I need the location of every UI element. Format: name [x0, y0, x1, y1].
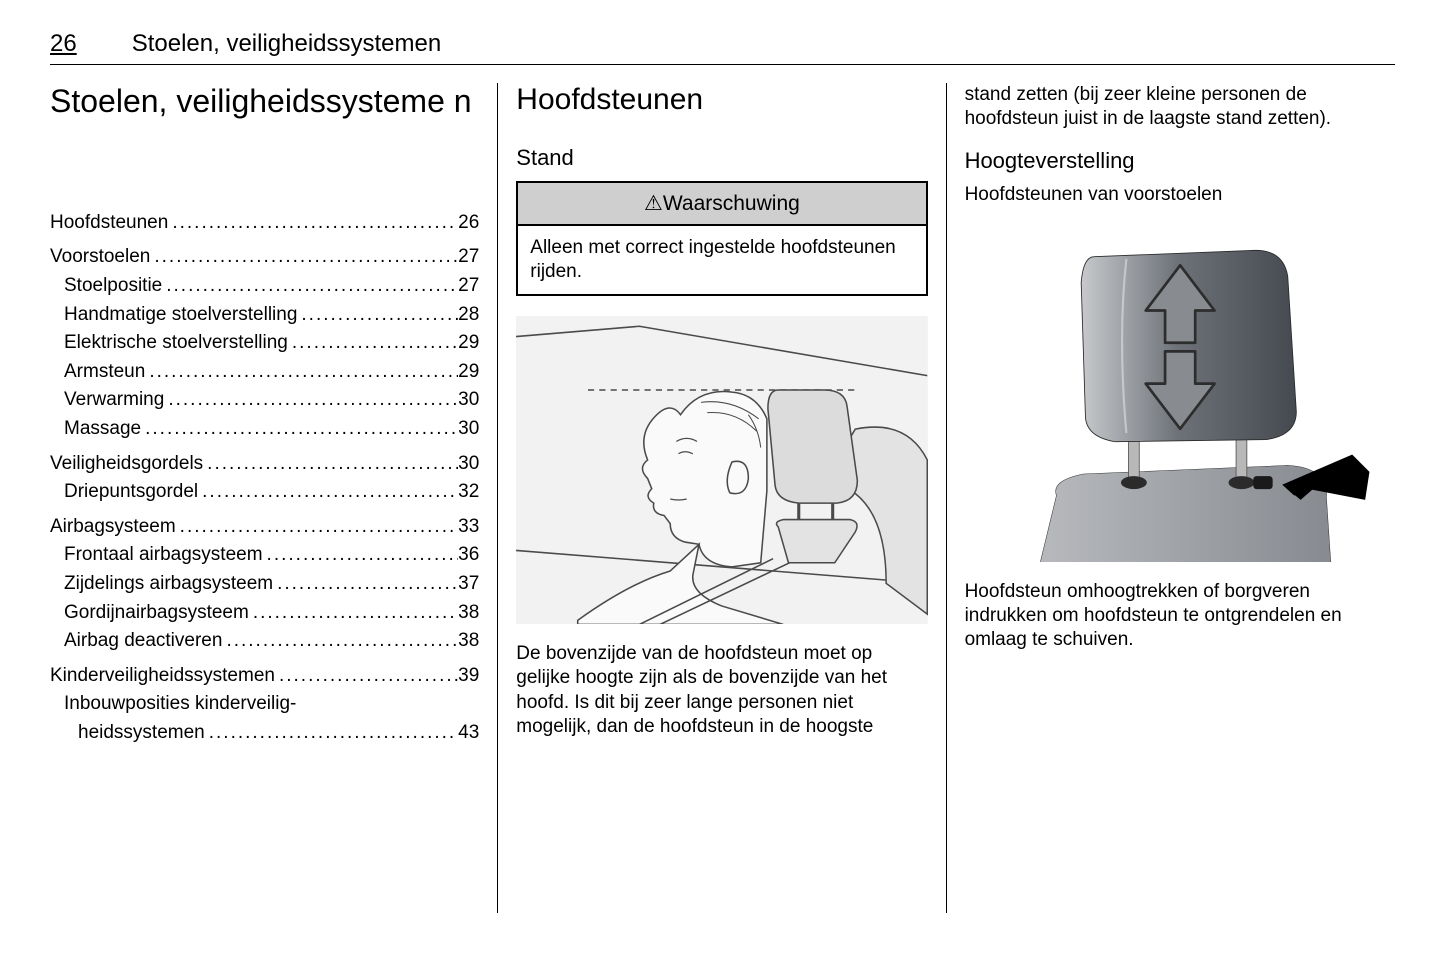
toc-page: 36 [458, 542, 479, 569]
page-header: 26 Stoelen, veiligheidssystemen [50, 30, 1395, 65]
toc-label: Airbagsysteem [50, 514, 176, 541]
toc-item: Frontaal airbagsysteem..................… [50, 542, 479, 569]
toc-dots: ........................................… [168, 210, 458, 237]
content-columns: Stoelen, veiligheidssysteme n Hoofdsteun… [50, 83, 1395, 913]
toc-dots: ........................................… [162, 273, 458, 300]
toc-dots: ........................................… [275, 663, 458, 690]
toc-dots: ........................................… [249, 600, 458, 627]
warning-icon: ⚠ [644, 192, 663, 215]
column-3: stand zetten (bij zeer kleine personen d… [947, 83, 1395, 913]
toc-item: Driepuntsgordel.........................… [50, 479, 479, 506]
toc-label: Airbag deactiveren [64, 628, 222, 655]
warning-body: Alleen met correct ingestelde hoofdsteun… [518, 226, 925, 294]
toc-page: 43 [458, 720, 479, 747]
toc-item: Airbag deactiveren......................… [50, 628, 479, 655]
warning-box: ⚠Waarschuwing Alleen met correct ingeste… [516, 181, 927, 296]
column-1: Stoelen, veiligheidssysteme n Hoofdsteun… [50, 83, 498, 913]
toc-label: Voorstoelen [50, 244, 150, 271]
toc-page: 38 [458, 600, 479, 627]
toc-label: Gordijnairbagsysteem [64, 600, 249, 627]
toc-page: 30 [458, 451, 479, 478]
toc-dots: ........................................… [263, 542, 459, 569]
toc-label: Driepuntsgordel [64, 479, 198, 506]
toc-dots: ........................................… [288, 330, 458, 357]
toc-label: Armsteun [64, 359, 145, 386]
toc-label: Kinderveiligheidssystemen [50, 663, 275, 690]
toc-page: 33 [458, 514, 479, 541]
toc-label: Massage [64, 416, 141, 443]
subsection-title-stand: Stand [516, 145, 927, 171]
toc-page: 30 [458, 416, 479, 443]
toc-label: Elektrische stoelverstelling [64, 330, 288, 357]
section-title: Hoofdsteunen [516, 83, 927, 117]
toc-dots: ........................................… [297, 302, 458, 329]
headrest-position-illustration [516, 316, 927, 624]
body-text-col2: De bovenzijde van de hoofdsteun moet op … [516, 642, 927, 739]
toc-dots: ........................................… [176, 514, 458, 541]
headrest-adjust-illustration [965, 218, 1395, 562]
running-title: Stoelen, veiligheidssystemen [132, 30, 442, 58]
toc-item: Veiligheidsgordels......................… [50, 451, 479, 478]
toc-item: Gordijnairbagsysteem....................… [50, 600, 479, 627]
toc-dots: ........................................… [198, 479, 458, 506]
toc-dots: ........................................… [203, 451, 458, 478]
toc-item: Hoofdsteunen............................… [50, 210, 479, 237]
toc-item: Elektrische stoelverstelling............… [50, 330, 479, 357]
toc-dots: ........................................… [205, 720, 458, 747]
body-text-col3: Hoofdsteun omhoogtrekken of borg­veren i… [965, 580, 1395, 653]
continuation-text: stand zetten (bij zeer kleine personen d… [965, 83, 1395, 132]
toc-item: Massage.................................… [50, 416, 479, 443]
warning-title: Waarschuwing [663, 192, 800, 215]
toc-label: Verwarming [64, 387, 164, 414]
toc-label: Frontaal airbagsysteem [64, 542, 263, 569]
toc-page: 32 [458, 479, 479, 506]
toc-item: Armsteun................................… [50, 359, 479, 386]
toc-label: Handmatige stoelverstelling [64, 302, 297, 329]
toc-page: 28 [458, 302, 479, 329]
toc-item: Stoelpositie............................… [50, 273, 479, 300]
toc-label: heidssystemen [78, 720, 205, 747]
headrest-position-svg [516, 316, 927, 624]
column-2: Hoofdsteunen Stand ⚠Waarschuwing Alleen … [498, 83, 946, 913]
toc-dots: ........................................… [222, 628, 458, 655]
toc-item: heidssystemen...........................… [50, 720, 479, 747]
toc-page: 38 [458, 628, 479, 655]
toc-dots: ........................................… [145, 359, 458, 386]
toc-dots: ........................................… [141, 416, 458, 443]
toc-page: 27 [458, 273, 479, 300]
toc-page: 27 [458, 244, 479, 271]
toc-item: Voorstoelen.............................… [50, 244, 479, 271]
headrest-adjust-svg [965, 218, 1395, 562]
toc-page: 30 [458, 387, 479, 414]
toc-label: Stoelpositie [64, 273, 162, 300]
page-number: 26 [50, 30, 77, 58]
toc-page: 29 [458, 330, 479, 357]
toc-page: 37 [458, 571, 479, 598]
toc-page: 29 [458, 359, 479, 386]
toc-label: Zijdelings airbagsysteem [64, 571, 273, 598]
toc-item: Airbagsysteem...........................… [50, 514, 479, 541]
toc-label: Inbouwposities kinderveilig- [64, 691, 296, 718]
toc-item: Handmatige stoelverstelling.............… [50, 302, 479, 329]
toc-item: Inbouwposities kinderveilig- [50, 691, 479, 718]
toc-item: Zijdelings airbagsysteem................… [50, 571, 479, 598]
warning-header: ⚠Waarschuwing [518, 183, 925, 226]
toc-label: Veiligheidsgordels [50, 451, 203, 478]
chapter-title: Stoelen, veiligheidssysteme n [50, 83, 479, 120]
toc-dots: ........................................… [150, 244, 458, 271]
toc-label: Hoofdsteunen [50, 210, 168, 237]
toc-page: 39 [458, 663, 479, 690]
toc-dots: ........................................… [164, 387, 458, 414]
toc-page: 26 [458, 210, 479, 237]
table-of-contents: Hoofdsteunen............................… [50, 210, 479, 747]
toc-dots: ........................................… [273, 571, 458, 598]
subsection-title-hoogteverstelling: Hoogteverstelling [965, 148, 1395, 174]
toc-item: Kinderveiligheidssystemen...............… [50, 663, 479, 690]
toc-item: Verwarming..............................… [50, 387, 479, 414]
subsubsection-title: Hoofdsteunen van voorstoelen [965, 184, 1395, 206]
